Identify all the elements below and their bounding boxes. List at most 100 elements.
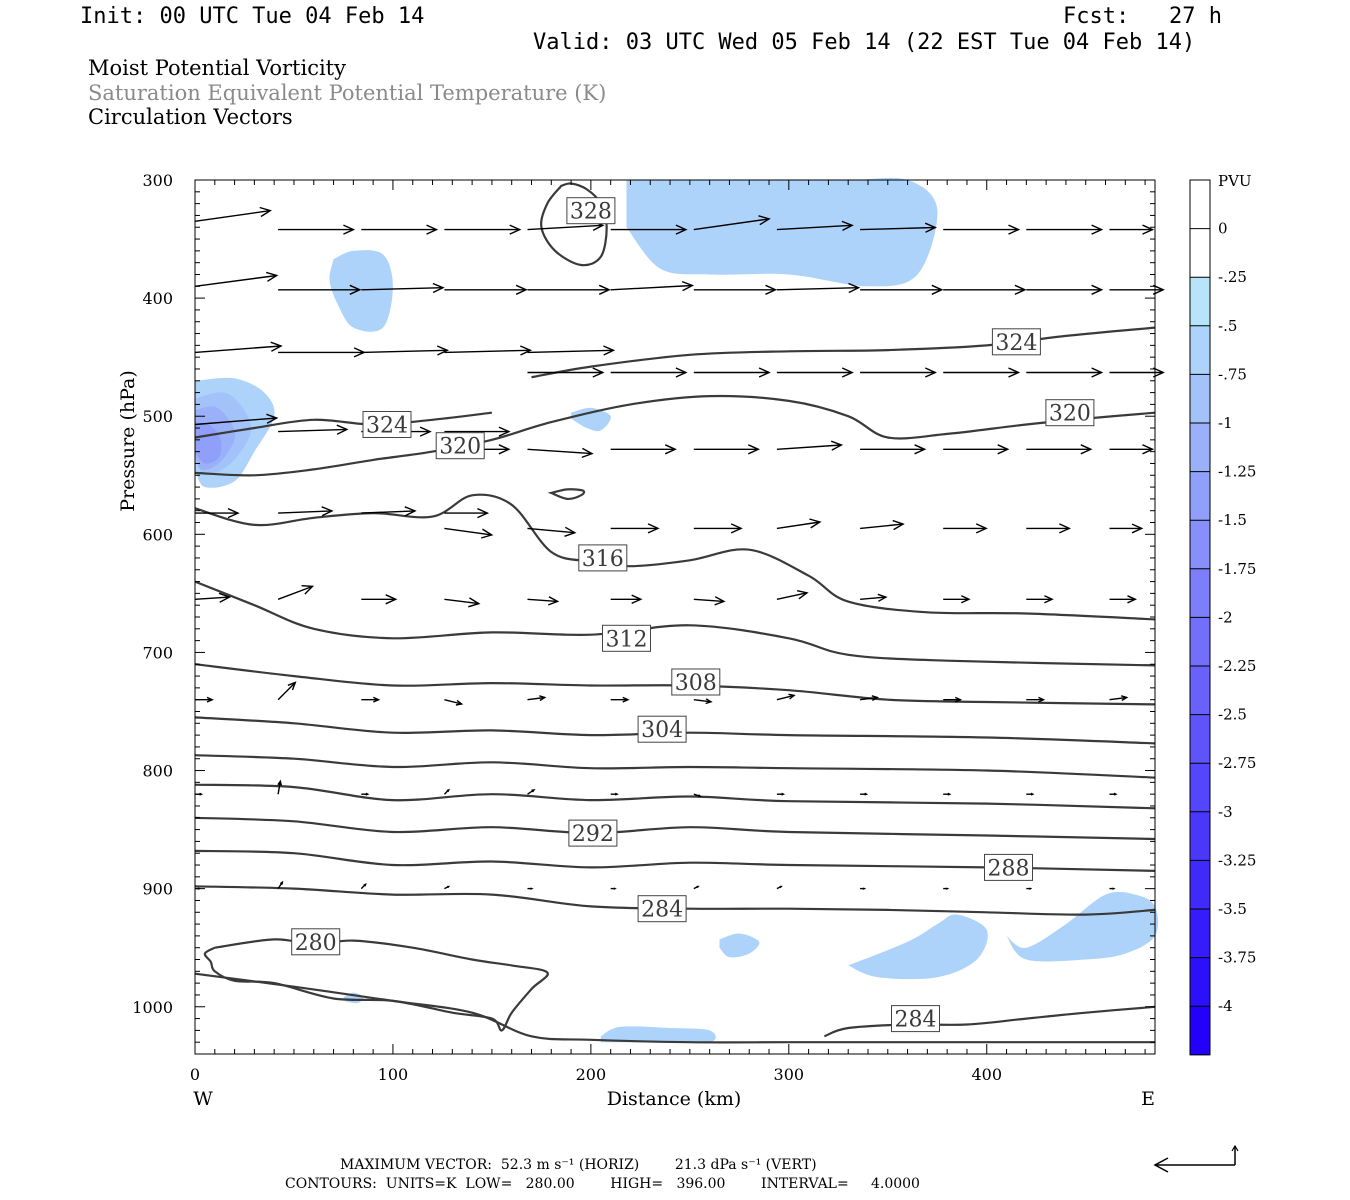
contour-label: 320 [435, 432, 485, 460]
vector-arrow [693, 793, 702, 798]
colorbar-swatch [1190, 325, 1210, 375]
colorbar-label: -3.25 [1218, 851, 1256, 869]
vector-arrow [860, 519, 905, 531]
vector-arrow [776, 590, 809, 600]
vector-arrow [1109, 284, 1165, 295]
vector-arrow [610, 523, 660, 534]
vector-arrow [444, 527, 494, 539]
axes-layer: 300 400 500 600 700 800 900 1000 0 100 200 300 400 Di… [117, 171, 1155, 1110]
isentrope-300 [194, 754, 1156, 779]
vector-arrow [444, 284, 528, 295]
colorbar-label: -2.5 [1218, 706, 1247, 724]
y-axis-label: Pressure (hPa) [117, 370, 139, 512]
colorbar-label: -2.75 [1218, 754, 1256, 772]
vector-arrow [194, 271, 279, 287]
isentrope-280 [203, 938, 549, 1032]
vector-arrow [1026, 887, 1033, 890]
colorbar-label: -.25 [1218, 268, 1247, 286]
y-tick-label: 700 [142, 643, 173, 662]
vector-arrow [776, 518, 822, 530]
vector-arrow [776, 367, 854, 378]
colorbar-unit: PVU [1218, 172, 1252, 190]
x-tick-label: 300 [774, 1065, 805, 1084]
vector-arrow [1109, 792, 1118, 796]
pv-region-11 [600, 1026, 716, 1044]
vector-arrow [693, 698, 713, 705]
vector-arrow [1109, 224, 1155, 235]
vector-arrow [361, 792, 370, 796]
vector-arrow [444, 507, 490, 519]
contour-label-text: 308 [675, 671, 717, 696]
isentrope-312 [194, 580, 1156, 667]
vector-arrow [860, 792, 869, 796]
circulation-vector-layer [194, 206, 1165, 890]
isentrope-320 [194, 394, 1156, 477]
vector-arrow [693, 444, 761, 455]
vector-arrow [1109, 595, 1138, 604]
colorbar-swatch [1190, 617, 1210, 667]
isentrope-324 [194, 411, 493, 439]
y-tick-label: 1000 [132, 998, 173, 1017]
colorbar-label: -2 [1218, 608, 1233, 626]
vector-arrow [527, 447, 594, 459]
contour-label: 288 [984, 853, 1033, 881]
vector-arrow [527, 345, 616, 356]
isentrope-284 [823, 1005, 1156, 1038]
east-label: E [1141, 1088, 1155, 1110]
colorbar-swatch [1190, 471, 1210, 521]
colorbar-swatch [1190, 811, 1210, 861]
colorbar-label: -2.25 [1218, 657, 1256, 675]
vector-arrow [1109, 367, 1165, 378]
y-tick-label: 900 [142, 880, 173, 899]
vector-arrow [1026, 595, 1054, 604]
isentrope-292 [194, 816, 1156, 841]
y-tick-label: 500 [142, 407, 173, 426]
vector-arrow [860, 222, 937, 233]
vector-arrow [776, 220, 854, 232]
y-tick-label: 600 [142, 525, 173, 544]
west-label: W [193, 1088, 213, 1110]
vector-arrow [277, 681, 297, 701]
x-tick-label: 200 [576, 1065, 607, 1084]
vector-arrow [361, 345, 450, 356]
colorbar-label: -1.5 [1218, 511, 1247, 529]
contour-label-text: 304 [641, 718, 683, 743]
vector-arrow [943, 444, 1010, 455]
vector-arrow [1109, 444, 1155, 455]
isentrope-316 [194, 493, 1156, 621]
contour-label: 284 [891, 1005, 940, 1033]
vector-arrow [860, 367, 938, 378]
field-title-theta-es: Saturation Equivalent Potential Temperat… [88, 81, 607, 105]
y-tick-label: 800 [142, 762, 173, 781]
vector-arrow [527, 367, 605, 378]
vector-arrow [444, 597, 481, 608]
contour-label: 308 [671, 668, 721, 696]
vector-arrow [610, 887, 617, 890]
contour-label: 292 [568, 819, 618, 847]
vector-arrow [1026, 792, 1035, 796]
vector-arrow [693, 284, 778, 295]
colorbar-label: -3 [1218, 803, 1233, 821]
colorbar-swatch [1190, 714, 1210, 764]
y-tick-label: 300 [142, 171, 173, 190]
isentrope-288 [194, 849, 1156, 872]
vector-arrow [277, 585, 315, 600]
contour-label: 316 [578, 544, 628, 572]
vector-arrow [610, 367, 688, 378]
vector-arrow [278, 424, 349, 435]
vector-arrow [527, 695, 547, 702]
contour-label-text: 280 [295, 931, 337, 956]
contour-label-text: 284 [895, 1008, 937, 1033]
vector-arrow [943, 523, 988, 534]
x-tick-label: 0 [190, 1065, 200, 1084]
contour-label: 304 [637, 715, 687, 743]
pv-region-9 [848, 914, 988, 980]
colorbar-label: -.75 [1218, 365, 1247, 383]
vector-arrow [943, 284, 1027, 295]
colorbar: PVU 0 -.25 -.5 -.75 -1 -1.25 -1.5 -1.75 -2 -2.25 -2… [1189, 172, 1256, 1056]
vector-arrow [693, 367, 771, 378]
colorbar-swatch [1190, 1006, 1210, 1056]
isentrope-324 [531, 326, 1156, 379]
vector-arrow [361, 282, 445, 294]
